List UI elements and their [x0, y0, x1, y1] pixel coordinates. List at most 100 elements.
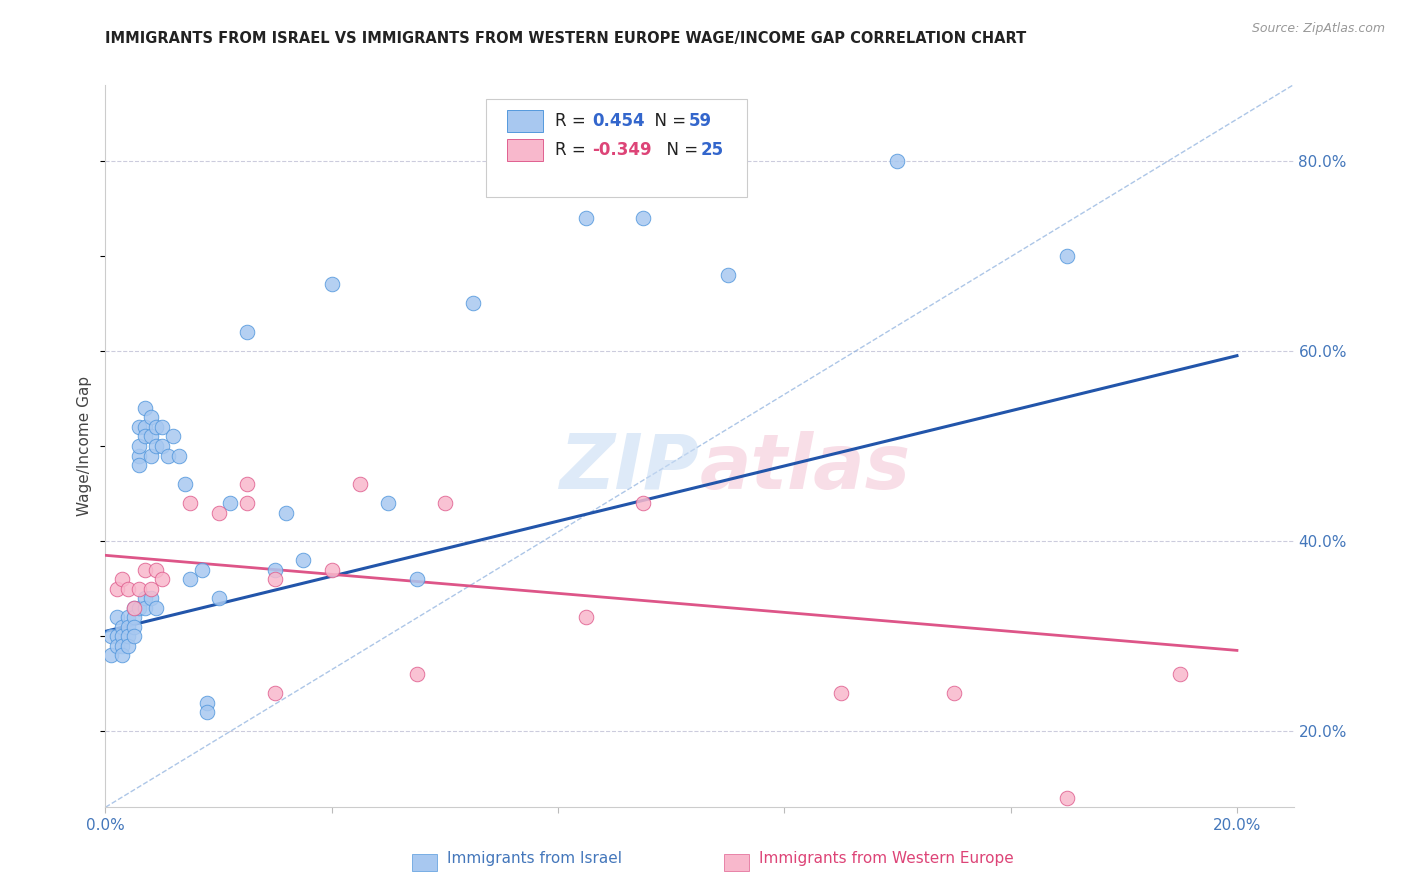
Text: 25: 25	[700, 141, 724, 159]
Point	[321, 563, 343, 577]
Point	[105, 582, 128, 596]
Point	[111, 629, 134, 643]
Point	[292, 553, 315, 567]
Point	[122, 629, 145, 643]
Point	[128, 600, 150, 615]
Point	[162, 429, 184, 443]
Point	[145, 420, 167, 434]
Point	[139, 582, 162, 596]
Point	[111, 648, 134, 662]
Point	[631, 496, 654, 510]
Point	[139, 449, 162, 463]
Text: atlas: atlas	[700, 431, 911, 505]
Point	[943, 686, 966, 700]
Text: R =: R =	[554, 141, 591, 159]
Point	[167, 449, 190, 463]
Point	[139, 429, 162, 443]
Point	[405, 572, 427, 586]
Point	[321, 277, 343, 292]
Text: N =: N =	[644, 112, 690, 130]
Point	[433, 496, 456, 510]
Point	[575, 610, 598, 624]
Point	[134, 401, 156, 415]
Point	[264, 686, 287, 700]
Point	[128, 420, 150, 434]
Point	[631, 211, 654, 225]
Point	[122, 600, 145, 615]
Point	[219, 496, 242, 510]
Point	[264, 563, 287, 577]
Point	[128, 449, 150, 463]
Point	[105, 639, 128, 653]
Point	[111, 572, 134, 586]
Point	[179, 572, 201, 586]
Point	[717, 268, 740, 282]
Point	[100, 648, 122, 662]
Point	[139, 410, 162, 425]
Point	[122, 610, 145, 624]
Text: IMMIGRANTS FROM ISRAEL VS IMMIGRANTS FROM WESTERN EUROPE WAGE/INCOME GAP CORRELA: IMMIGRANTS FROM ISRAEL VS IMMIGRANTS FRO…	[105, 31, 1026, 46]
Point	[236, 325, 259, 339]
Point	[105, 610, 128, 624]
Text: N =: N =	[655, 141, 703, 159]
Point	[128, 439, 150, 453]
Point	[1056, 249, 1078, 263]
Point	[117, 629, 139, 643]
Point	[207, 506, 229, 520]
Point	[1056, 790, 1078, 805]
Point	[117, 582, 139, 596]
Point	[830, 686, 852, 700]
Point	[117, 610, 139, 624]
Point	[139, 591, 162, 606]
Point	[156, 449, 179, 463]
Point	[575, 211, 598, 225]
FancyBboxPatch shape	[508, 110, 543, 132]
Point	[128, 582, 150, 596]
Text: 0.454: 0.454	[592, 112, 645, 130]
Point	[134, 420, 156, 434]
Point	[190, 563, 212, 577]
Point	[264, 572, 287, 586]
Y-axis label: Wage/Income Gap: Wage/Income Gap	[77, 376, 93, 516]
Point	[405, 667, 427, 681]
Point	[145, 563, 167, 577]
Point	[111, 639, 134, 653]
Point	[111, 619, 134, 633]
Point	[105, 629, 128, 643]
Point	[150, 439, 173, 453]
Point	[195, 696, 218, 710]
Point	[134, 429, 156, 443]
Point	[173, 477, 195, 491]
Point	[150, 572, 173, 586]
Text: 59: 59	[689, 112, 711, 130]
Point	[207, 591, 229, 606]
Point	[134, 563, 156, 577]
FancyBboxPatch shape	[508, 139, 543, 161]
Point	[463, 296, 485, 310]
Text: ZIP: ZIP	[560, 431, 700, 505]
Point	[150, 420, 173, 434]
Point	[145, 439, 167, 453]
Text: -0.349: -0.349	[592, 141, 652, 159]
Text: Immigrants from Western Europe: Immigrants from Western Europe	[759, 851, 1014, 865]
Point	[276, 506, 298, 520]
Point	[236, 496, 259, 510]
Point	[145, 600, 167, 615]
Point	[122, 600, 145, 615]
Point	[195, 705, 218, 719]
Point	[377, 496, 399, 510]
Point	[134, 591, 156, 606]
Point	[117, 639, 139, 653]
Text: Source: ZipAtlas.com: Source: ZipAtlas.com	[1251, 22, 1385, 36]
Point	[886, 153, 908, 168]
Point	[117, 619, 139, 633]
Text: Immigrants from Israel: Immigrants from Israel	[447, 851, 621, 865]
Point	[100, 629, 122, 643]
Point	[1170, 667, 1192, 681]
Point	[236, 477, 259, 491]
Point	[179, 496, 201, 510]
Point	[128, 458, 150, 472]
Point	[349, 477, 371, 491]
Point	[122, 619, 145, 633]
Text: R =: R =	[554, 112, 591, 130]
